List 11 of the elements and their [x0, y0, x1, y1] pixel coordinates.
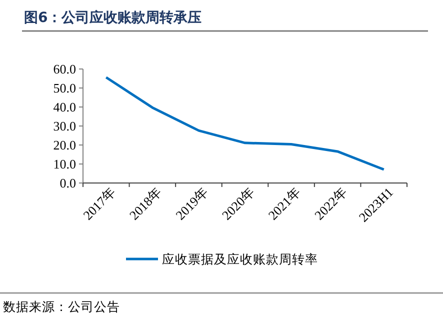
source-note: 数据来源：公司公告 — [3, 299, 120, 314]
chart-title: 图6：公司应收账款周转承压 — [24, 9, 202, 26]
y-tick-label: 50.0 — [53, 80, 76, 96]
y-tick-label: 40.0 — [53, 100, 76, 115]
y-tick-label: 30.0 — [53, 118, 76, 134]
y-tick-label: 10.0 — [53, 156, 76, 172]
y-tick-label: 0.0 — [60, 176, 76, 191]
legend-label: 应收票据及应收账款周转率 — [162, 251, 318, 266]
y-tick-label: 20.0 — [53, 138, 76, 153]
y-tick-label: 60.0 — [53, 62, 76, 77]
line-series — [104, 76, 386, 171]
